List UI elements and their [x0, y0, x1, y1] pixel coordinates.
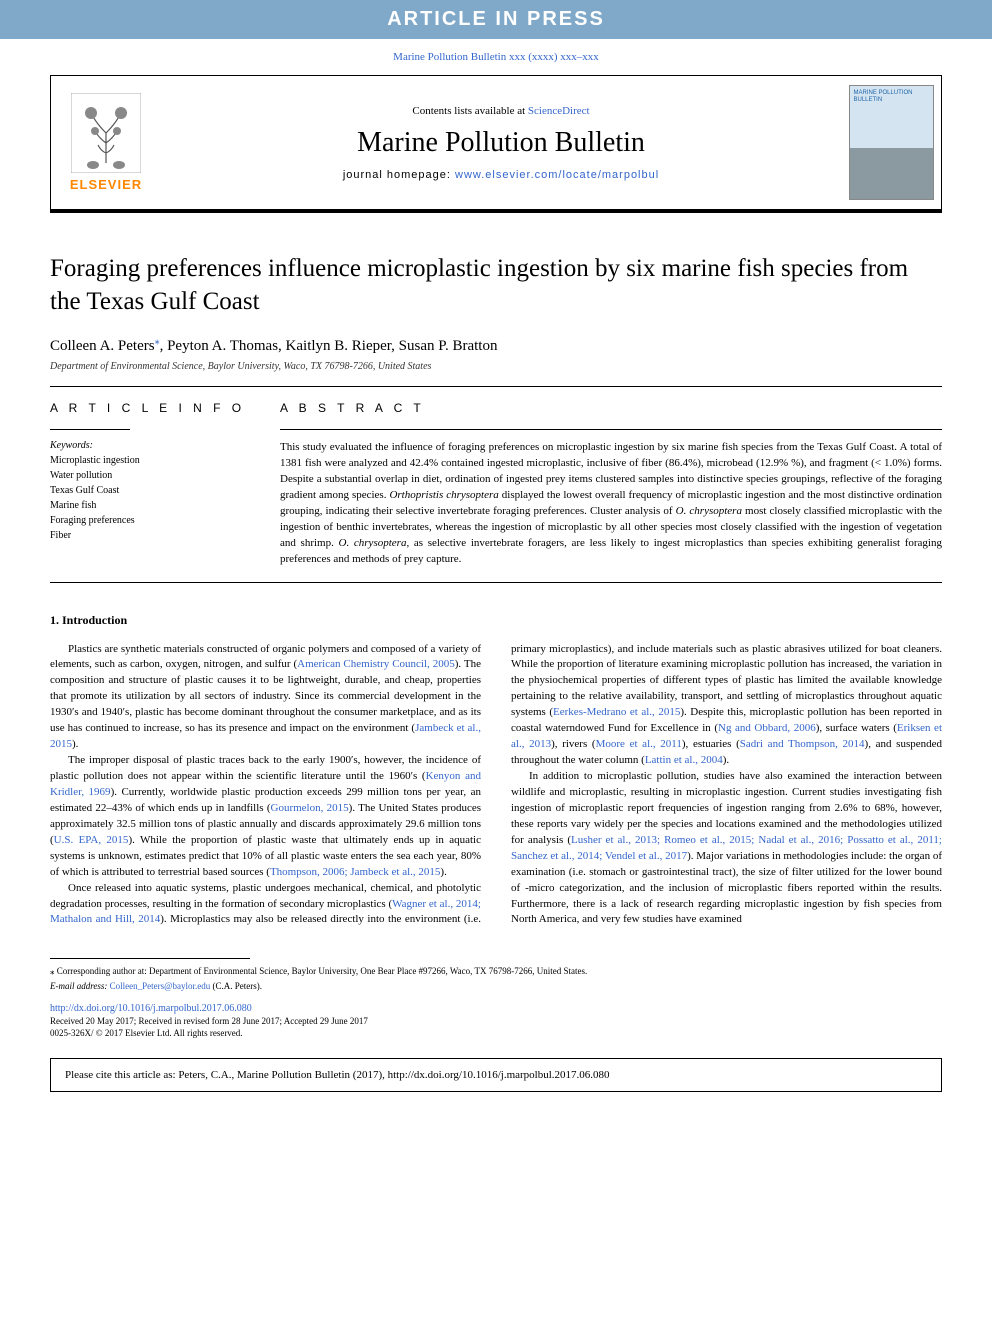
cover-title: MARINE POLLUTION BULLETIN: [854, 90, 933, 103]
citation-link[interactable]: Moore et al., 2011: [596, 738, 682, 750]
citation-link[interactable]: Sadri and Thompson, 2014: [740, 738, 865, 750]
authors-text: Colleen A. Peters⁎, Peyton A. Thomas, Ka…: [50, 338, 497, 354]
email-link[interactable]: Colleen_Peters@baylor.edu: [110, 981, 211, 991]
info-abstract-row: A R T I C L E I N F O Keywords: Micropla…: [50, 387, 942, 582]
abstract-text: This study evaluated the influence of fo…: [280, 440, 942, 568]
section-heading: 1. Introduction: [50, 613, 942, 628]
journal-cover: MARINE POLLUTION BULLETIN: [841, 76, 941, 209]
dates-line: Received 20 May 2017; Received in revise…: [50, 1016, 942, 1026]
body-paragraph: In addition to microplastic pollution, s…: [511, 769, 942, 928]
citation-link[interactable]: Thompson, 2006; Jambeck et al., 2015: [270, 866, 440, 878]
cover-image: MARINE POLLUTION BULLETIN: [849, 85, 934, 200]
article-info-col: A R T I C L E I N F O Keywords: Micropla…: [50, 401, 280, 568]
abstract-rule: [280, 429, 942, 430]
citation-link[interactable]: American Chemistry Council, 2005: [297, 658, 455, 670]
journal-name: Marine Pollution Bulletin: [357, 127, 645, 159]
affiliation: Department of Environmental Science, Bay…: [50, 361, 942, 372]
citation-link[interactable]: U.S. EPA, 2015: [54, 834, 129, 846]
keywords-label: Keywords:: [50, 440, 250, 451]
copyright-line: 0025-326X/ © 2017 Elsevier Ltd. All righ…: [50, 1028, 942, 1038]
corresponding-marker: ⁎: [155, 336, 160, 347]
email-suffix: (C.A. Peters).: [210, 981, 262, 991]
body-paragraph: The improper disposal of plastic traces …: [50, 753, 481, 881]
keyword-item: Texas Gulf Coast: [50, 483, 250, 498]
introduction-section: 1. Introduction Plastics are synthetic m…: [50, 613, 942, 929]
citation-link[interactable]: Gourmelon, 2015: [271, 802, 349, 814]
elsevier-label: ELSEVIER: [70, 177, 142, 192]
keyword-item: Foraging preferences: [50, 513, 250, 528]
sciencedirect-link[interactable]: ScienceDirect: [528, 105, 590, 117]
keyword-item: Water pollution: [50, 468, 250, 483]
body-two-column: Plastics are synthetic materials constru…: [50, 642, 942, 929]
doi-link[interactable]: http://dx.doi.org/10.1016/j.marpolbul.20…: [50, 1003, 942, 1014]
rule-below-abstract: [50, 582, 942, 583]
header-center: Contents lists available at ScienceDirec…: [161, 76, 841, 209]
elsevier-tree-icon: [71, 93, 141, 173]
article-in-press-banner: ARTICLE IN PRESS: [0, 0, 992, 39]
abstract-heading: A B S T R A C T: [280, 401, 942, 415]
keyword-item: Fiber: [50, 528, 250, 543]
info-rule: [50, 429, 130, 430]
contents-lists-line: Contents lists available at ScienceDirec…: [412, 105, 589, 117]
keyword-item: Marine fish: [50, 498, 250, 513]
citation-link[interactable]: Lattin et al., 2004: [645, 754, 723, 766]
article-info-heading: A R T I C L E I N F O: [50, 401, 250, 415]
homepage-link[interactable]: www.elsevier.com/locate/marpolbul: [455, 169, 659, 181]
citation-link[interactable]: Ng and Obbard, 2006: [718, 722, 816, 734]
homepage-prefix: journal homepage:: [343, 169, 455, 181]
email-note: E-mail address: Colleen_Peters@baylor.ed…: [50, 980, 942, 993]
footnote-rule: [50, 958, 250, 959]
keyword-item: Microplastic ingestion: [50, 453, 250, 468]
elsevier-logo: ELSEVIER: [51, 76, 161, 209]
authors-line: Colleen A. Peters⁎, Peyton A. Thomas, Ka…: [50, 336, 942, 355]
journal-reference-line: Marine Pollution Bulletin xxx (xxxx) xxx…: [0, 39, 992, 75]
homepage-line: journal homepage: www.elsevier.com/locat…: [343, 169, 659, 181]
email-label: E-mail address:: [50, 981, 110, 991]
corresponding-author-note: ⁎ Corresponding author at: Department of…: [50, 965, 942, 978]
citation-link[interactable]: Eerkes-Medrano et al., 2015: [553, 706, 680, 718]
header-separator: [50, 210, 942, 213]
contents-prefix: Contents lists available at: [412, 105, 527, 117]
abstract-col: A B S T R A C T This study evaluated the…: [280, 401, 942, 568]
article-title: Foraging preferences influence microplas…: [50, 253, 942, 318]
body-paragraph: Plastics are synthetic materials constru…: [50, 642, 481, 754]
journal-header-box: ELSEVIER Contents lists available at Sci…: [50, 75, 942, 210]
cite-as-box: Please cite this article as: Peters, C.A…: [50, 1058, 942, 1092]
